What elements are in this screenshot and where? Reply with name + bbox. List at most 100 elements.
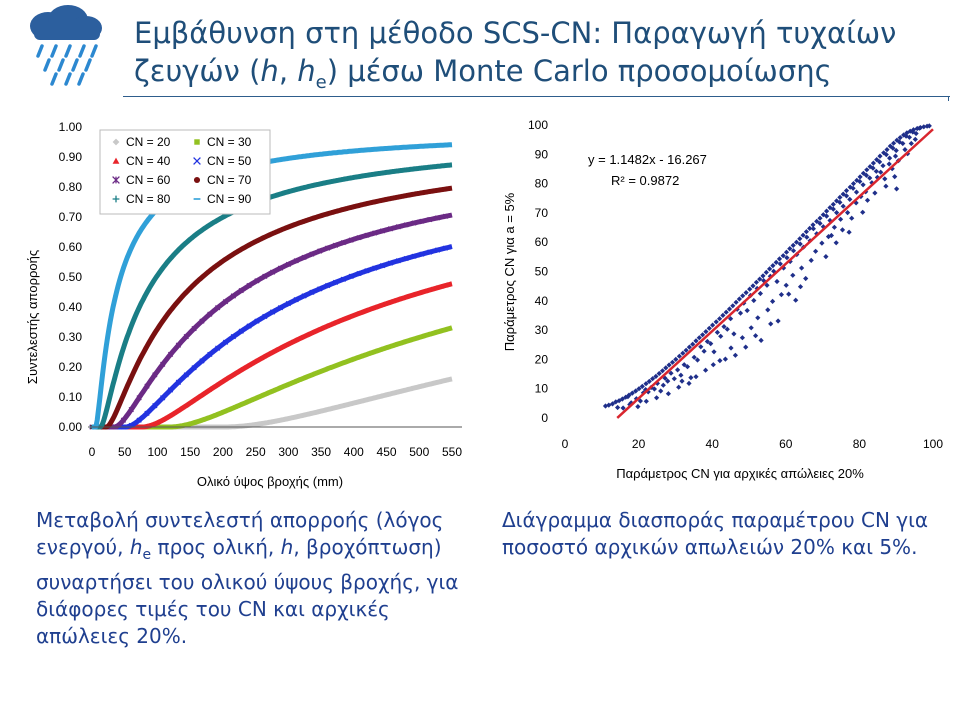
curve-marker (442, 213, 449, 219)
scatter-point (853, 200, 859, 206)
curve-marker (427, 216, 433, 223)
curve-marker (372, 305, 377, 310)
curve-marker (372, 265, 378, 271)
curve-marker (404, 339, 408, 344)
curve-marker (404, 193, 409, 198)
curve-marker (222, 298, 229, 305)
legend-label: CN = 60 (126, 173, 171, 187)
curve-marker (301, 412, 307, 418)
curve-marker (215, 382, 220, 387)
curve-marker (152, 372, 158, 378)
scatter-point (828, 232, 834, 239)
scatter-point (740, 293, 746, 299)
scatter-point (722, 356, 728, 362)
scatter-point (703, 367, 709, 373)
curve-marker (278, 228, 283, 233)
curve-marker (278, 345, 283, 350)
scatter-point (793, 297, 799, 303)
y-tick-label: 70 (535, 206, 549, 220)
caption-left-text-3: , βροχόπτωση) συναρτήσει του ολικού ύψου… (36, 535, 459, 648)
curve-marker (168, 308, 173, 313)
scatter-point (774, 278, 780, 285)
curve-marker (183, 372, 189, 378)
curve-marker (239, 367, 244, 372)
caption-left-h: h (129, 535, 143, 559)
curve-marker (269, 309, 276, 315)
scatter-point (773, 259, 779, 265)
x-tick-label: 60 (779, 437, 793, 451)
scatter-point (665, 391, 671, 397)
curve-marker (294, 338, 299, 343)
curve-marker (380, 347, 385, 351)
scatter-point (912, 136, 918, 142)
title-he: h (297, 54, 316, 88)
curve-marker (255, 396, 259, 400)
scatter-point (615, 404, 621, 411)
scatter-point (743, 290, 749, 296)
curve-marker (349, 314, 354, 319)
scatter-point (887, 143, 893, 149)
curve-marker (175, 342, 182, 348)
curve-marker (419, 190, 424, 195)
curve-marker (317, 286, 323, 292)
scatter-point (860, 182, 866, 188)
scatter-point (668, 370, 674, 376)
scatter-point (770, 298, 776, 304)
series-60 (89, 212, 454, 430)
curve-marker (113, 411, 118, 416)
x-tick-label: 50 (118, 445, 132, 459)
x-tick-label: 80 (853, 437, 867, 451)
scatter-point (776, 256, 783, 262)
scatter-point (728, 345, 734, 351)
curve-marker (278, 385, 283, 390)
curve-marker (286, 225, 291, 229)
curve-marker (419, 383, 425, 389)
curve-marker (199, 358, 205, 364)
scatter-point (747, 286, 753, 292)
scatter-point (864, 197, 871, 203)
x-tick-label: 150 (180, 445, 200, 459)
scatter-point (659, 368, 666, 374)
legend-box (99, 129, 271, 215)
y-tick-label: 0.10 (59, 390, 83, 404)
cloud-rain-icon (12, 4, 112, 86)
title-rest: ) μέσω Monte Carlo προσομοίωσης (326, 54, 832, 88)
curve-marker (356, 174, 362, 179)
scatter-point (824, 208, 830, 214)
scatter-point (831, 224, 837, 230)
caption-left-sub: e (142, 547, 152, 563)
curve-marker (411, 166, 417, 172)
curve-marker (435, 380, 440, 385)
regression-line (616, 128, 934, 419)
scatter-point (797, 236, 803, 242)
scatter-point (755, 315, 761, 321)
scatter-point (733, 299, 739, 305)
scatter-point (892, 153, 899, 159)
title-h: h (260, 54, 279, 88)
curve-marker (120, 417, 127, 423)
curve-marker (443, 283, 448, 288)
scatter-point (893, 147, 899, 154)
curve-marker (262, 235, 267, 240)
scatter-point (764, 282, 770, 288)
curve-marker (269, 269, 276, 275)
curve-marker (310, 373, 314, 377)
curve-marker (192, 420, 196, 425)
x-tick-label: 0 (562, 437, 569, 451)
y-tick-label: 90 (535, 147, 549, 161)
scatter-point (869, 180, 875, 186)
curve-marker (420, 334, 424, 339)
curve-cn-40 (90, 281, 454, 430)
x-tick-label: 200 (213, 445, 233, 459)
title-line-2: ζευγών (h, he) μέσω Monte Carlo προσομοί… (134, 52, 914, 102)
curve-marker (136, 305, 142, 310)
scatter-point (765, 307, 771, 313)
scatter-point (906, 134, 912, 140)
scatter-point (743, 344, 749, 350)
scatter-point (857, 178, 863, 185)
curve-marker (286, 341, 291, 346)
curve-marker (324, 245, 331, 251)
curve-marker (340, 239, 347, 246)
curve-marker (222, 339, 229, 345)
scatter-point (870, 160, 876, 166)
